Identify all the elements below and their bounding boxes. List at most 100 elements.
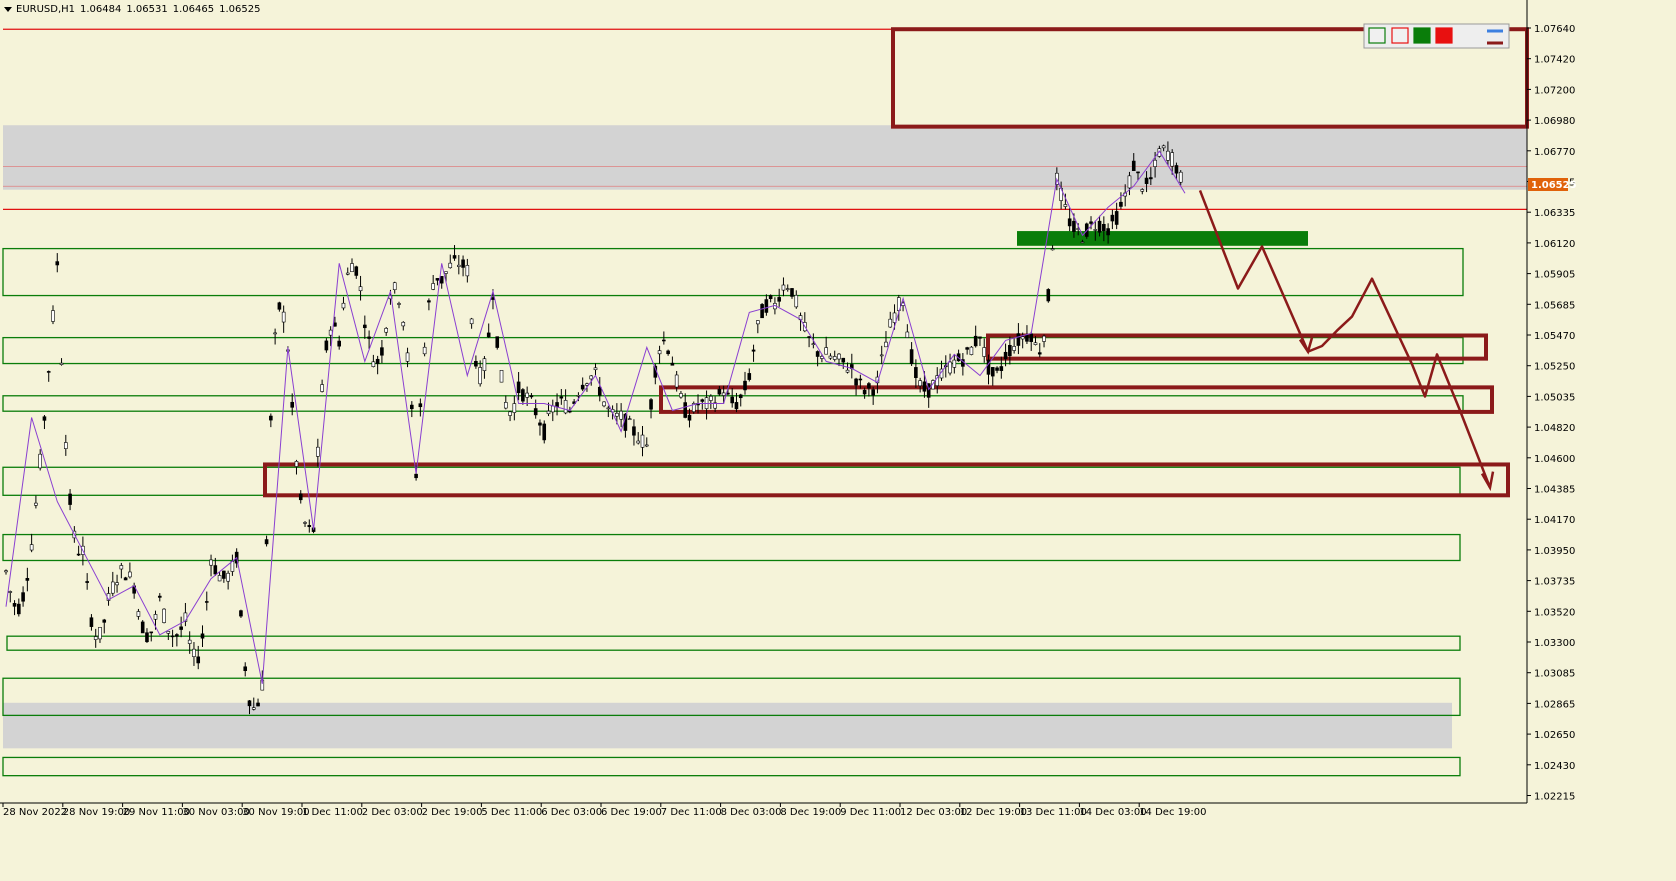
candle[interactable] xyxy=(358,286,363,292)
candle[interactable] xyxy=(683,402,688,418)
red-outline-box-icon[interactable] xyxy=(1391,27,1409,44)
candle[interactable] xyxy=(431,283,435,290)
candle[interactable] xyxy=(247,700,252,707)
candle[interactable] xyxy=(469,318,474,325)
candle[interactable] xyxy=(760,304,764,319)
candle[interactable] xyxy=(896,297,901,311)
candle[interactable] xyxy=(4,570,8,573)
candle[interactable] xyxy=(439,276,444,284)
candle[interactable] xyxy=(503,402,508,409)
candle[interactable] xyxy=(533,408,538,416)
candle[interactable] xyxy=(512,403,517,413)
candle[interactable] xyxy=(1067,218,1072,227)
candle[interactable] xyxy=(166,630,171,634)
candle[interactable] xyxy=(550,405,555,413)
candle[interactable] xyxy=(316,446,320,457)
candle[interactable] xyxy=(568,410,572,413)
zone-bottom-range[interactable] xyxy=(3,702,1452,749)
candle[interactable] xyxy=(837,353,841,360)
candle[interactable] xyxy=(380,347,384,356)
candle[interactable] xyxy=(1153,159,1157,167)
candle[interactable] xyxy=(768,295,773,300)
candle[interactable] xyxy=(738,394,743,399)
candle[interactable] xyxy=(153,614,158,620)
candle[interactable] xyxy=(922,381,927,392)
candle[interactable] xyxy=(1042,335,1046,342)
candle[interactable] xyxy=(1166,150,1170,161)
candle[interactable] xyxy=(982,347,987,357)
candle[interactable] xyxy=(615,412,619,417)
candle[interactable] xyxy=(213,565,218,575)
candle[interactable] xyxy=(243,666,248,672)
candle[interactable] xyxy=(192,648,196,657)
candle[interactable] xyxy=(730,396,734,404)
candle[interactable] xyxy=(209,559,213,566)
candle[interactable] xyxy=(85,581,89,583)
candle[interactable] xyxy=(499,369,504,383)
candle[interactable] xyxy=(580,384,585,390)
candle[interactable] xyxy=(1161,145,1166,149)
candle[interactable] xyxy=(1174,165,1179,174)
candle[interactable] xyxy=(508,411,512,416)
candle[interactable] xyxy=(1144,177,1149,184)
candle[interactable] xyxy=(123,577,128,581)
candle[interactable] xyxy=(734,402,739,410)
candle[interactable] xyxy=(644,444,649,447)
candle[interactable] xyxy=(414,473,418,479)
candle[interactable] xyxy=(1016,333,1021,346)
candle[interactable] xyxy=(756,320,760,325)
candle[interactable] xyxy=(965,347,969,350)
projection-path[interactable] xyxy=(1198,189,1492,489)
candle[interactable] xyxy=(1119,201,1123,207)
candle[interactable] xyxy=(196,656,201,664)
candle[interactable] xyxy=(397,303,401,305)
candle[interactable] xyxy=(200,633,205,639)
zone-supply-zone[interactable] xyxy=(3,125,1527,190)
collapse-arrow-icon[interactable] xyxy=(4,6,12,12)
candle[interactable] xyxy=(841,357,846,363)
candle[interactable] xyxy=(576,395,581,397)
candle[interactable] xyxy=(478,367,482,385)
candle[interactable] xyxy=(179,626,183,630)
candle[interactable] xyxy=(815,351,820,357)
candle[interactable] xyxy=(422,346,427,355)
candle[interactable] xyxy=(110,581,115,594)
support-box[interactable] xyxy=(6,635,1461,651)
candle[interactable] xyxy=(632,426,636,436)
candle[interactable] xyxy=(1170,152,1174,167)
support-box[interactable] xyxy=(2,756,1461,777)
candle[interactable] xyxy=(674,374,679,388)
candle[interactable] xyxy=(952,359,957,368)
candle[interactable] xyxy=(709,395,713,401)
candle[interactable] xyxy=(1178,171,1183,183)
candle[interactable] xyxy=(410,404,414,410)
candle[interactable] xyxy=(640,434,645,448)
candle[interactable] xyxy=(867,383,871,389)
candle[interactable] xyxy=(222,570,226,579)
candle[interactable] xyxy=(619,410,623,420)
candle[interactable] xyxy=(1072,220,1076,232)
candle[interactable] xyxy=(892,312,897,323)
candle[interactable] xyxy=(157,595,162,598)
candle[interactable] xyxy=(649,399,653,410)
candle[interactable] xyxy=(183,612,188,622)
candle[interactable] xyxy=(1127,175,1132,189)
candle[interactable] xyxy=(55,261,60,266)
candle[interactable] xyxy=(871,389,875,396)
candle[interactable] xyxy=(452,255,457,259)
candle[interactable] xyxy=(691,403,696,412)
candle[interactable] xyxy=(542,423,547,441)
candle[interactable] xyxy=(1020,336,1025,340)
candle[interactable] xyxy=(747,373,752,380)
candle[interactable] xyxy=(1102,223,1106,232)
candle[interactable] xyxy=(781,284,786,291)
candle[interactable] xyxy=(8,591,13,593)
green-filled-box-icon[interactable] xyxy=(1413,27,1431,44)
candle[interactable] xyxy=(700,399,705,402)
candle[interactable] xyxy=(136,611,141,617)
candle[interactable] xyxy=(1110,214,1115,222)
candle[interactable] xyxy=(593,367,598,371)
candle[interactable] xyxy=(320,384,324,392)
